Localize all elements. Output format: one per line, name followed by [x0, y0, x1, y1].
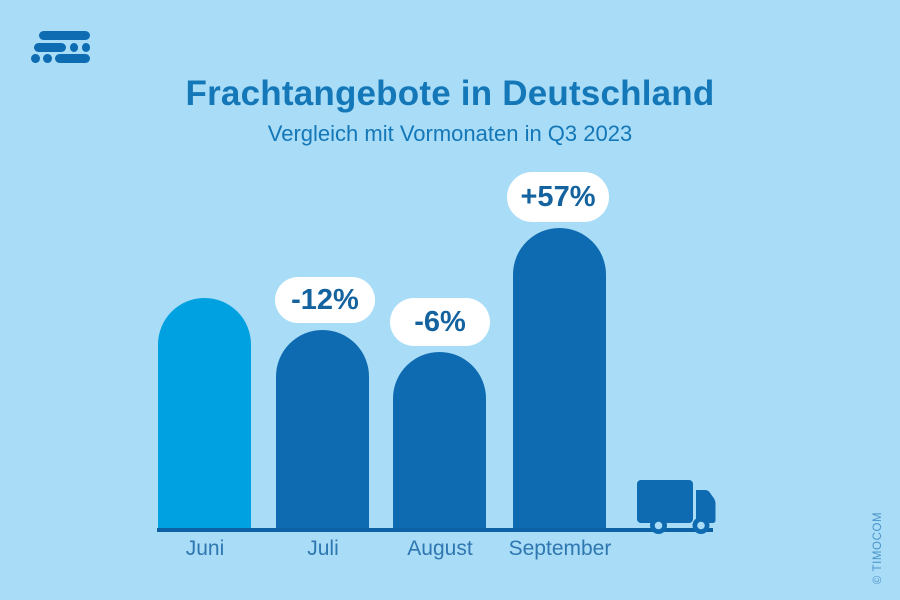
x-axis-label-juni: Juni	[185, 537, 225, 560]
logo-dot	[81, 42, 90, 52]
bar-august	[393, 352, 486, 530]
logo-dot	[31, 54, 40, 63]
logo-dot	[69, 42, 78, 52]
logo-dot	[43, 54, 52, 63]
bar-juni	[158, 298, 251, 530]
copyright-text: © TIMOCOM	[872, 511, 884, 585]
timocom-logo-icon	[30, 31, 90, 63]
chart-title: Frachtangebote in Deutschland	[185, 74, 715, 113]
bar-september	[513, 228, 606, 530]
logo-row-top	[39, 31, 90, 40]
x-axis-label-august: August	[407, 537, 473, 560]
change-badge-juli: -12%	[275, 277, 375, 323]
logo-bar	[55, 54, 90, 63]
x-axis-label-september: September	[508, 537, 612, 560]
x-axis-label-juli: Juli	[307, 537, 339, 560]
truck-icon	[637, 480, 716, 534]
change-badge-august: -6%	[390, 298, 490, 346]
bar-juli	[276, 330, 369, 530]
logo-bar	[39, 31, 90, 40]
chart-subtitle: Vergleich mit Vormonaten in Q3 2023	[267, 121, 633, 146]
logo-row-bottom	[31, 54, 90, 63]
change-badge-september: +57%	[507, 172, 609, 222]
x-axis-baseline	[157, 528, 713, 532]
logo-bar	[34, 42, 66, 52]
logo-row-middle	[34, 42, 90, 52]
